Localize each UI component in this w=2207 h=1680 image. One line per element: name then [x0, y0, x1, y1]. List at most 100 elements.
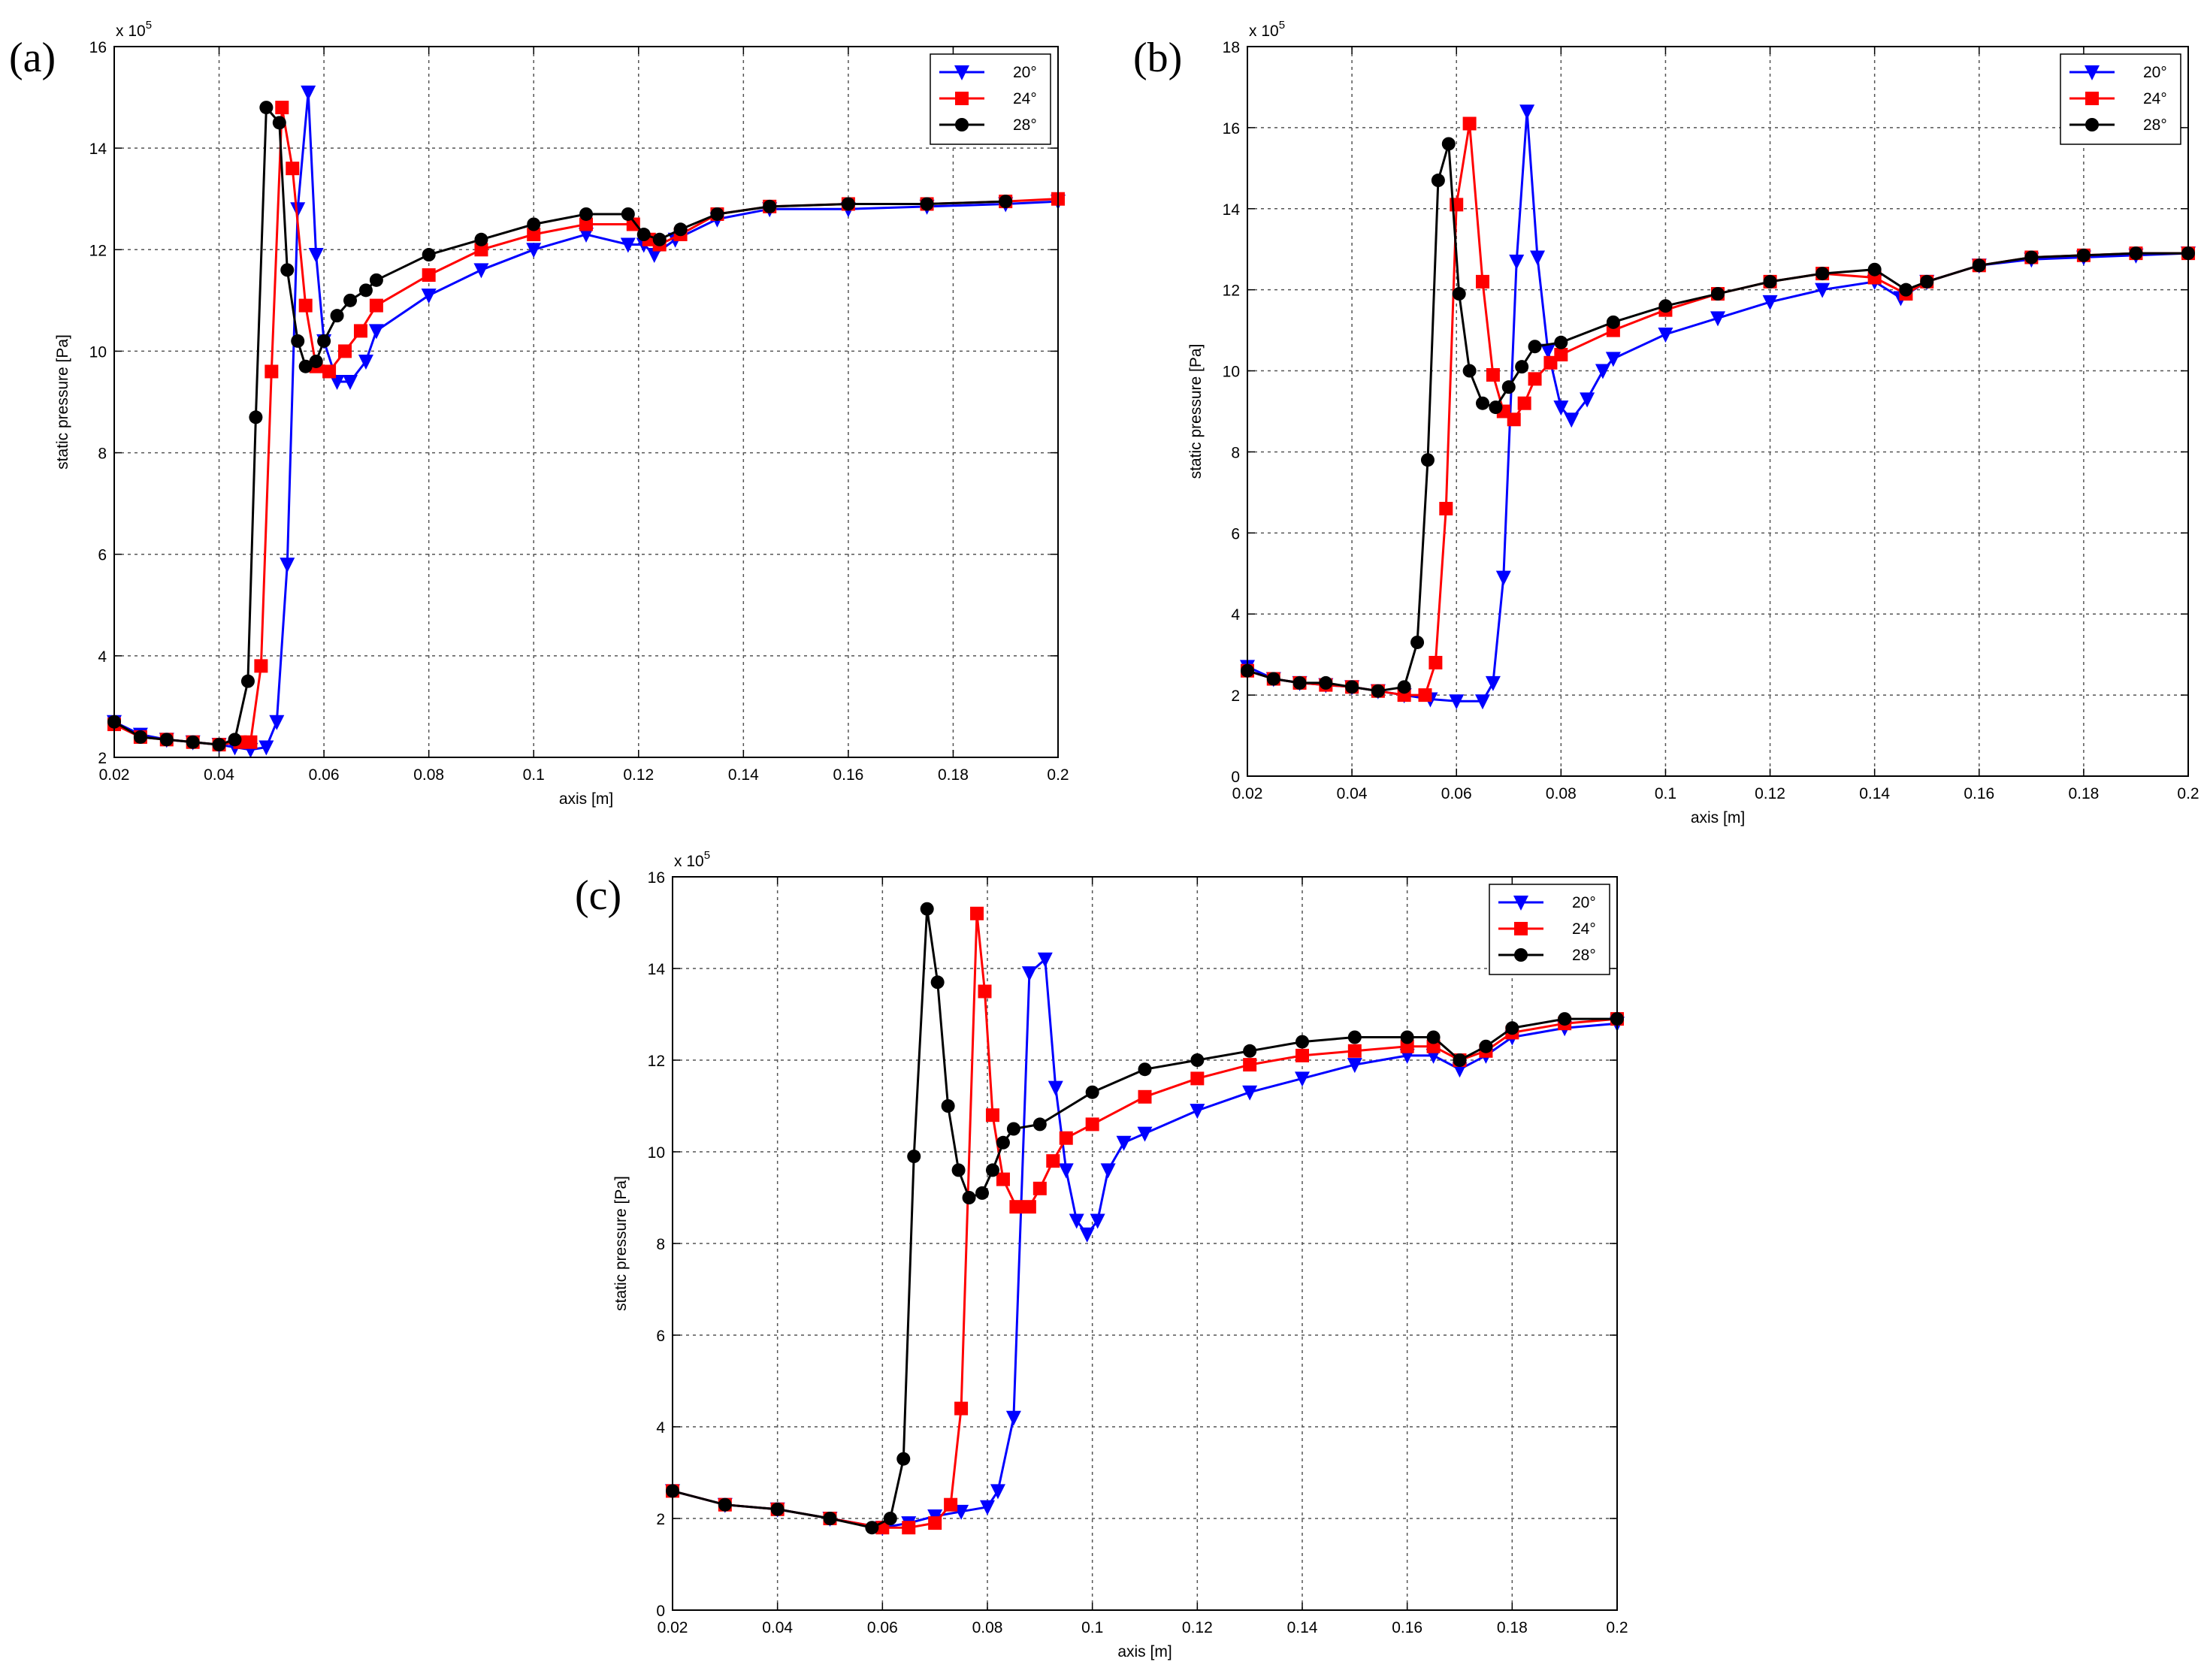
- data-point: [652, 232, 667, 246]
- data-point: [228, 733, 242, 747]
- y-tick-label: 0: [656, 1603, 665, 1620]
- data-point: [1462, 364, 1477, 378]
- y-tick-label: 10: [648, 1144, 665, 1162]
- x-tick-label: 0.06: [309, 766, 340, 784]
- data-point: [996, 1172, 1010, 1186]
- data-point: [1486, 367, 1500, 382]
- y-tick-label: 14: [648, 961, 666, 978]
- y-tick-label: 14: [1223, 201, 1241, 219]
- axes-frame: [1247, 46, 2189, 777]
- y-multiplier: x 105: [674, 849, 710, 870]
- data-point: [133, 730, 147, 744]
- series-group: [665, 902, 1625, 1536]
- data-point: [1059, 1131, 1073, 1145]
- x-tick-label: 0.2: [2177, 785, 2199, 802]
- data-point: [286, 162, 300, 176]
- x-tick-label: 0.1: [1081, 1619, 1103, 1636]
- data-point: [1410, 635, 1425, 649]
- x-tick-label: 0.1: [1655, 785, 1676, 802]
- y-tick-label: 14: [89, 141, 107, 158]
- data-point: [990, 1484, 1005, 1500]
- legend-marker: [954, 65, 969, 80]
- data-point: [212, 738, 226, 752]
- x-tick-label: 0.12: [1182, 1619, 1213, 1636]
- data-point: [243, 735, 258, 749]
- data-point: [1037, 952, 1053, 968]
- data-point: [1069, 1213, 1084, 1229]
- x-tick-label: 0.14: [1287, 1619, 1318, 1636]
- data-point: [710, 207, 724, 221]
- data-point: [1418, 688, 1432, 703]
- y-tick-label: 12: [1223, 283, 1240, 300]
- data-point: [1190, 1104, 1205, 1119]
- data-point: [473, 263, 489, 279]
- data-point: [1429, 655, 1443, 669]
- data-point: [1295, 1071, 1310, 1087]
- x-tick-label: 0.16: [1392, 1619, 1422, 1636]
- x-tick-label: 0.04: [204, 766, 234, 784]
- data-point: [962, 1191, 976, 1204]
- data-point: [1090, 1213, 1105, 1229]
- y-tick-label: 8: [1231, 444, 1240, 461]
- data-point: [621, 207, 635, 221]
- data-point: [1021, 966, 1037, 982]
- x-tick-label: 0.02: [658, 1619, 688, 1636]
- data-point: [1605, 352, 1621, 367]
- data-point: [1426, 1030, 1441, 1044]
- data-point: [1558, 1012, 1572, 1026]
- data-point: [823, 1512, 837, 1525]
- data-point: [186, 735, 200, 749]
- legend-label: 24°: [2143, 90, 2167, 107]
- data-point: [280, 557, 295, 573]
- data-point: [1048, 1080, 1063, 1096]
- data-point: [954, 1401, 969, 1416]
- data-point: [1452, 287, 1466, 301]
- data-point: [1347, 1044, 1362, 1058]
- data-point: [1479, 1039, 1493, 1053]
- data-point: [1441, 137, 1456, 151]
- data-point: [240, 674, 255, 688]
- data-point: [317, 334, 331, 348]
- data-point: [951, 1163, 966, 1177]
- data-point: [902, 1521, 916, 1535]
- data-point: [2076, 248, 2091, 262]
- legend-marker: [1514, 948, 1528, 962]
- legend-marker: [2085, 118, 2099, 131]
- data-point: [1046, 1154, 1060, 1168]
- y-tick-label: 12: [648, 1053, 665, 1070]
- data-point: [269, 715, 285, 730]
- data-point: [944, 1497, 958, 1512]
- data-point: [1266, 672, 1280, 686]
- data-point: [841, 197, 855, 211]
- data-point: [1138, 1089, 1152, 1104]
- data-point: [1530, 250, 1546, 266]
- data-point: [272, 116, 286, 130]
- data-point: [1439, 501, 1453, 515]
- data-point: [421, 289, 437, 304]
- y-tick-label: 2: [1231, 687, 1240, 705]
- data-point: [1554, 335, 1568, 349]
- data-point: [1815, 283, 1831, 298]
- data-point: [290, 202, 306, 218]
- legend-label: 24°: [1572, 920, 1596, 938]
- data-point: [1543, 355, 1558, 370]
- data-point: [980, 1500, 995, 1515]
- data-point: [1295, 1035, 1309, 1049]
- data-point: [1138, 1062, 1152, 1077]
- x-tick-label: 0.12: [623, 766, 654, 784]
- x-tick-label: 0.12: [1755, 785, 1785, 802]
- data-point: [330, 309, 344, 323]
- panel-label: (c): [575, 872, 621, 919]
- data-point: [343, 293, 357, 307]
- data-point: [1453, 1053, 1467, 1067]
- data-point: [369, 298, 383, 313]
- series-group: [1240, 104, 2196, 710]
- legend-marker: [955, 118, 969, 131]
- y-tick-label: 4: [98, 648, 107, 666]
- data-point: [579, 228, 594, 243]
- data-point: [1005, 1410, 1021, 1426]
- legend-label: 20°: [2143, 64, 2167, 81]
- legend-label: 28°: [1013, 116, 1037, 134]
- data-point: [1606, 315, 1620, 329]
- data-point: [1190, 1053, 1205, 1067]
